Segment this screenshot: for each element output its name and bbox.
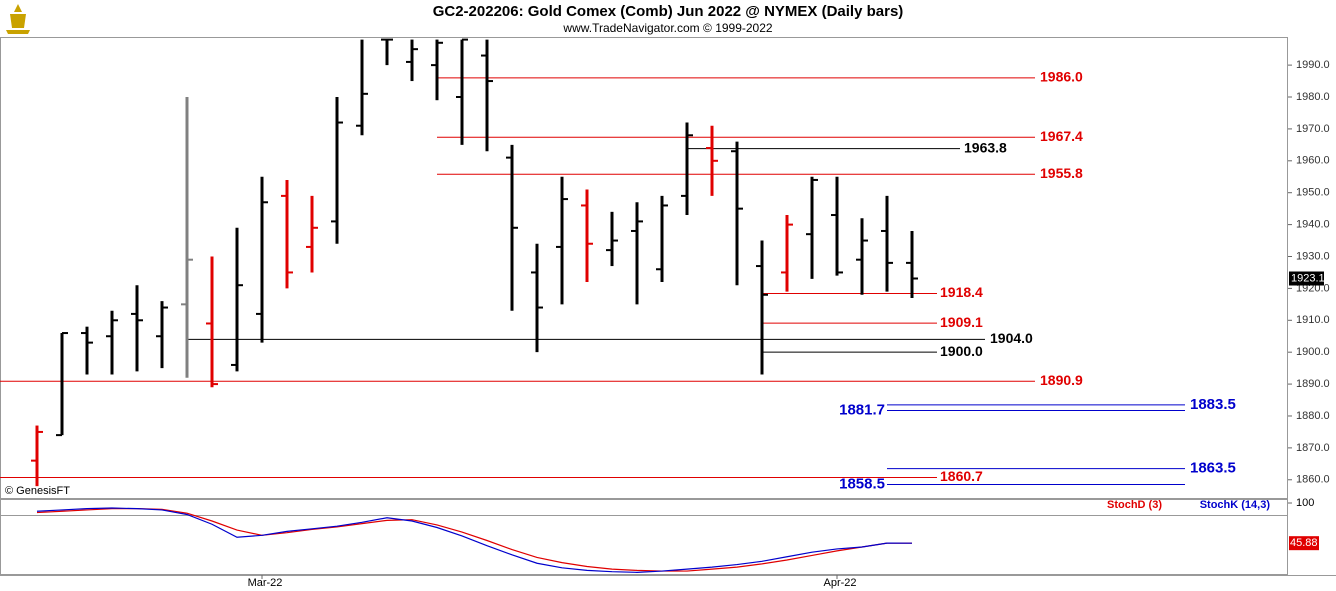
y-tick-label: 100: [1296, 497, 1314, 509]
level-label: 1918.4: [940, 284, 983, 300]
stoch-line: [36, 507, 913, 573]
y-tick-label: 1870.0: [1296, 442, 1330, 454]
level-label: 1863.5: [1190, 460, 1236, 477]
level-label: 1881.7: [839, 402, 885, 419]
level-label: 1955.8: [1040, 165, 1083, 181]
level-label: 1986.0: [1040, 69, 1083, 85]
last-value-box: [1289, 536, 1319, 551]
level-label: 1909.1: [940, 314, 983, 330]
x-tick-label: Mar-22: [248, 577, 283, 589]
level-label: 1963.8: [964, 139, 1007, 155]
level-label: 1900.0: [940, 343, 983, 359]
y-tick-label: 1880.0: [1296, 410, 1330, 422]
level-label: 1967.4: [1040, 128, 1083, 144]
y-tick-label: 1930.0: [1296, 250, 1330, 262]
y-tick-label: 1940.0: [1296, 219, 1330, 231]
level-label: 1883.5: [1190, 396, 1236, 413]
y-tick-label: 1890.0: [1296, 378, 1330, 390]
chart-title: GC2-202206: Gold Comex (Comb) Jun 2022 @…: [433, 3, 904, 20]
stoch-panel: [0, 499, 1288, 575]
last-price-label: 1923.1: [1291, 272, 1325, 284]
level-label: 1858.5: [839, 476, 885, 493]
x-tick-label: Apr-22: [823, 577, 856, 589]
y-tick-label: 1990.0: [1296, 59, 1330, 71]
level-label: 1904.0: [990, 330, 1033, 346]
watermark: © GenesisFT: [5, 485, 70, 497]
chart-subtitle: www.TradeNavigator.com © 1999-2022: [562, 21, 772, 35]
legend-entry: StochK (14,3): [1200, 499, 1271, 511]
stoch-line: [36, 508, 912, 572]
y-tick-label: 1910.0: [1296, 314, 1330, 326]
level-label: 1890.9: [1040, 372, 1083, 388]
y-tick-label: 1980.0: [1296, 91, 1330, 103]
logo: [6, 4, 30, 34]
last-price-box: [1289, 271, 1324, 286]
y-tick-label: 1860.0: [1296, 474, 1330, 486]
level-label: 1860.7: [940, 468, 983, 484]
y-tick-label: 1900.0: [1296, 346, 1330, 358]
y-tick-label: 1950.0: [1296, 187, 1330, 199]
y-tick-label: 1970.0: [1296, 123, 1330, 135]
last-value-label: 45.88: [1290, 537, 1318, 549]
y-tick-label: 1960.0: [1296, 155, 1330, 167]
price-panel: [0, 37, 1288, 499]
legend-entry: StochD (3): [1107, 499, 1162, 511]
